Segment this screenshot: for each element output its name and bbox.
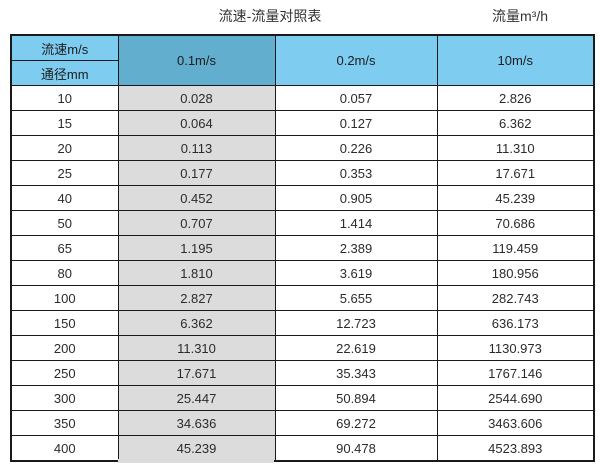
flow-cell: 1.414 — [274, 210, 438, 236]
flow-cell: 3463.606 — [436, 410, 595, 436]
diameter-cell: 400 — [10, 435, 119, 462]
flow-cell: 90.478 — [274, 435, 438, 462]
flow-cell: 1130.973 — [436, 335, 595, 361]
flow-cell: 12.723 — [274, 310, 438, 336]
flow-cell: 0.707 — [117, 210, 276, 236]
diameter-cell: 250 — [10, 360, 119, 386]
flow-cell: 25.447 — [117, 385, 276, 411]
diameter-cell: 40 — [10, 185, 119, 211]
column-header-10ms: 10m/s — [436, 34, 595, 86]
flow-cell: 2.826 — [436, 85, 595, 111]
table-row: 250 17.671 35.343 1767.146 — [10, 360, 595, 386]
diameter-cell: 25 — [10, 160, 119, 186]
flow-cell: 34.636 — [117, 410, 276, 436]
table-row: 15 0.064 0.127 6.362 — [10, 110, 595, 136]
flow-cell: 2.389 — [274, 235, 438, 261]
diameter-cell: 15 — [10, 110, 119, 136]
diameter-cell: 350 — [10, 410, 119, 436]
corner-velocity-label: 流速m/s — [10, 34, 119, 61]
flow-cell: 11.310 — [436, 135, 595, 161]
flow-cell: 1.195 — [117, 235, 276, 261]
column-header-0-2ms: 0.2m/s — [274, 34, 438, 86]
table-row: 40 0.452 0.905 45.239 — [10, 185, 595, 211]
velocity-flow-table: 流速m/s 0.1m/s 0.2m/s 10m/s 通径mm 10 0.028 … — [10, 34, 595, 462]
flow-cell: 11.310 — [117, 335, 276, 361]
diameter-cell: 300 — [10, 385, 119, 411]
flow-cell: 22.619 — [274, 335, 438, 361]
flow-unit-caption: 流量m³/h — [492, 8, 548, 24]
flow-cell: 2.827 — [117, 285, 276, 311]
table-row: 300 25.447 50.894 2544.690 — [10, 385, 595, 411]
flow-cell: 4523.893 — [436, 435, 595, 462]
flow-cell: 0.057 — [274, 85, 438, 111]
table-row: 25 0.177 0.353 17.671 — [10, 160, 595, 186]
flow-cell: 0.028 — [117, 85, 276, 111]
flow-cell: 0.452 — [117, 185, 276, 211]
flow-cell: 50.894 — [274, 385, 438, 411]
diameter-cell: 80 — [10, 260, 119, 286]
table-row: 10 0.028 0.057 2.826 — [10, 85, 595, 111]
diameter-cell: 200 — [10, 335, 119, 361]
corner-diameter-label: 通径mm — [10, 60, 119, 86]
flow-cell: 636.173 — [436, 310, 595, 336]
flow-cell: 282.743 — [436, 285, 595, 311]
flow-cell: 0.905 — [274, 185, 438, 211]
gray-column-overflow — [118, 459, 274, 463]
flow-cell: 0.127 — [274, 110, 438, 136]
flow-cell: 6.362 — [117, 310, 276, 336]
table-row: 350 34.636 69.272 3463.606 — [10, 410, 595, 436]
diameter-cell: 150 — [10, 310, 119, 336]
flow-cell: 180.956 — [436, 260, 595, 286]
flow-cell: 0.177 — [117, 160, 276, 186]
diameter-cell: 10 — [10, 85, 119, 111]
table-row: 50 0.707 1.414 70.686 — [10, 210, 595, 236]
diameter-cell: 50 — [10, 210, 119, 236]
flow-cell: 17.671 — [436, 160, 595, 186]
table-row: 150 6.362 12.723 636.173 — [10, 310, 595, 336]
flow-cell: 0.353 — [274, 160, 438, 186]
flow-cell: 69.272 — [274, 410, 438, 436]
flow-cell: 6.362 — [436, 110, 595, 136]
flow-cell: 1.810 — [117, 260, 276, 286]
table-row: 400 45.239 90.478 4523.893 — [10, 435, 595, 462]
flow-cell: 119.459 — [436, 235, 595, 261]
table-row: 100 2.827 5.655 282.743 — [10, 285, 595, 311]
diameter-cell: 65 — [10, 235, 119, 261]
table-row: 80 1.810 3.619 180.956 — [10, 260, 595, 286]
flow-cell: 5.655 — [274, 285, 438, 311]
flow-cell: 3.619 — [274, 260, 438, 286]
flow-cell: 17.671 — [117, 360, 276, 386]
flow-cell: 2544.690 — [436, 385, 595, 411]
flow-cell: 45.239 — [436, 185, 595, 211]
flow-cell: 35.343 — [274, 360, 438, 386]
table-row: 20 0.113 0.226 11.310 — [10, 135, 595, 161]
diameter-cell: 20 — [10, 135, 119, 161]
table-row: 65 1.195 2.389 119.459 — [10, 235, 595, 261]
header-row-bottom: 通径mm — [10, 60, 594, 86]
header-row-top: 流速m/s 0.1m/s 0.2m/s 10m/s — [10, 34, 595, 86]
table-row: 200 11.310 22.619 1130.973 — [10, 335, 595, 361]
flow-cell: 0.226 — [274, 135, 438, 161]
flow-cell: 45.239 — [117, 435, 276, 462]
table-title: 流速-流量对照表 — [218, 8, 322, 24]
diameter-cell: 100 — [10, 285, 119, 311]
column-header-0-1ms: 0.1m/s — [117, 34, 276, 86]
flow-cell: 1767.146 — [436, 360, 595, 386]
flow-cell: 0.113 — [117, 135, 276, 161]
flow-cell: 0.064 — [117, 110, 276, 136]
flow-cell: 70.686 — [436, 210, 595, 236]
